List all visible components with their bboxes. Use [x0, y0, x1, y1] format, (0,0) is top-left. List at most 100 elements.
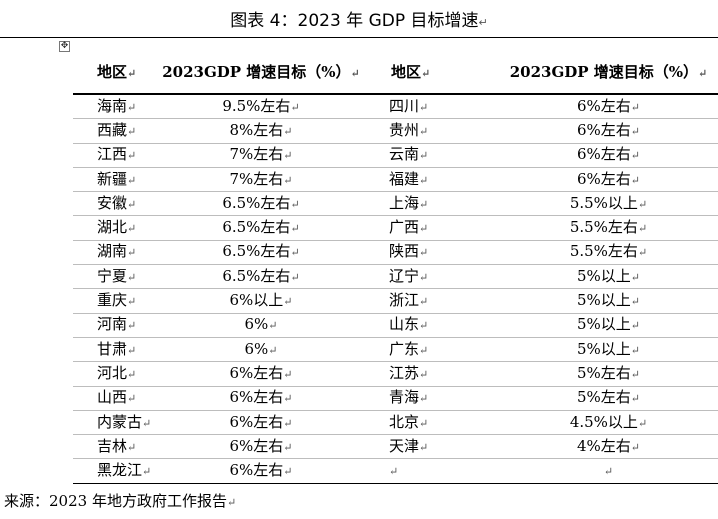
- region-right-cell: 辽宁↵: [381, 264, 499, 290]
- region-left-cell-text: 内蒙古: [97, 412, 143, 431]
- paragraph-mark: ↵: [142, 465, 152, 479]
- target-right-cell-text: 5%以上: [576, 266, 631, 285]
- paragraph-mark: ↵: [419, 124, 429, 138]
- region-right-cell-text: 陕西: [389, 242, 420, 261]
- paragraph-mark: ↵: [630, 319, 640, 333]
- table-row: 吉林↵ 6%左右↵ 天津↵ 4%左右↵: [73, 434, 718, 460]
- target-left-cell-text: 6%左右: [229, 436, 284, 455]
- region-left-cell: 海南↵: [73, 94, 141, 120]
- paragraph-mark: ↵: [637, 416, 648, 430]
- target-left-cell: 6%左右↵: [141, 458, 381, 484]
- paragraph-mark: ↵: [290, 197, 300, 211]
- region-right-cell: 青海↵: [381, 386, 499, 411]
- region-left-cell-text: 山西: [97, 388, 128, 407]
- region-right-cell-text: 辽宁: [389, 266, 420, 285]
- target-left-cell-text: 6%: [244, 315, 269, 334]
- region-left-cell-text: 新疆: [97, 169, 128, 188]
- region-left-cell: 江西↵: [73, 143, 141, 168]
- paragraph-mark: ↵: [283, 173, 293, 187]
- target-right-cell: 6%左右↵: [499, 167, 718, 193]
- region-left-cell-text: 甘肃: [97, 339, 128, 358]
- paragraph-mark: ↵: [127, 197, 137, 211]
- target-right-cell-text: 6%左右: [576, 120, 631, 139]
- paragraph-mark: ↵: [637, 197, 648, 211]
- target-left-cell-text: 6.5%左右: [222, 242, 291, 261]
- target-right-cell: 6%左右↵: [499, 118, 718, 144]
- region-left-cell-text: 安徽: [97, 193, 128, 212]
- paragraph-mark: ↵: [268, 319, 278, 333]
- source-note: 来源：2023 年地方政府工作报告↵: [4, 492, 237, 510]
- target-left-cell: 6.5%左右↵: [141, 191, 381, 217]
- gdp-target-table: 地区↵ 2023GDP 增速目标（%）↵ 地区↵ 2023GDP 增速目标（%）…: [73, 53, 718, 484]
- region-right-cell-text: 云南: [389, 145, 420, 164]
- region-right-cell: 江苏↵: [381, 361, 499, 387]
- paragraph-mark: ↵: [268, 343, 278, 357]
- paragraph-mark: ↵: [630, 100, 640, 114]
- region-right-cell: 广东↵: [381, 337, 499, 363]
- paragraph-mark: ↵: [419, 319, 429, 333]
- region-right-cell: 贵州↵: [381, 118, 499, 144]
- region-right-cell-text: 山东: [389, 315, 420, 334]
- region-right-cell-text: 青海: [389, 388, 420, 407]
- paragraph-mark: ↵: [127, 222, 137, 236]
- header-target-left: 2023GDP 增速目标（%）↵: [141, 53, 381, 95]
- target-left-cell: 7%左右↵: [141, 167, 381, 193]
- target-right-cell-text: 6%左右: [576, 169, 631, 188]
- region-right-cell-text: 福建: [389, 169, 420, 188]
- paragraph-mark: ↵: [419, 440, 429, 454]
- table-row: 内蒙古↵ 6%左右↵ 北京↵ 4.5%以上↵: [73, 410, 718, 436]
- region-right-cell: 四川↵: [381, 94, 499, 120]
- region-left-cell: 重庆↵: [73, 288, 141, 314]
- target-right-cell: 5%以上↵: [499, 337, 718, 363]
- paragraph-mark: ↵: [419, 270, 429, 284]
- target-right-cell: 5.5%左右↵: [499, 240, 718, 266]
- target-right-cell-text: 6%左右: [576, 96, 631, 115]
- paragraph-mark: ↵: [478, 16, 488, 29]
- header-target-right: 2023GDP 增速目标（%）↵: [499, 53, 718, 95]
- region-left-cell: 黑龙江↵: [73, 458, 151, 484]
- paragraph-mark: ↵: [290, 222, 300, 236]
- target-left-cell-text: 6.5%左右: [222, 193, 291, 212]
- region-right-cell-text: 广东: [389, 339, 420, 358]
- region-right-cell-text: 四川: [389, 96, 420, 115]
- region-right-cell: 云南↵: [381, 143, 499, 168]
- header-region-right: 地区↵: [381, 53, 499, 95]
- table-caption: 图表 4：2023 年 GDP 目标增速↵: [0, 6, 718, 31]
- region-right-cell-text: 贵州: [389, 120, 420, 139]
- paragraph-mark: ↵: [419, 343, 429, 357]
- paragraph-mark: ↵: [127, 392, 137, 406]
- target-left-cell-text: 6.5%左右: [222, 266, 291, 285]
- region-left-cell: 湖南↵: [73, 240, 141, 266]
- table-row: 海南↵ 9.5%左右↵ 四川↵ 6%左右↵: [73, 94, 718, 120]
- target-left-cell-text: 6%左右: [229, 388, 284, 407]
- target-left-cell-text: 9.5%左右: [222, 96, 291, 115]
- target-right-cell-text: 5%左右: [576, 363, 631, 382]
- paragraph-mark: ↵: [419, 246, 429, 260]
- region-left-cell: 安徽↵: [73, 191, 141, 217]
- table-row: 宁夏↵ 6.5%左右↵ 辽宁↵ 5%以上↵: [73, 264, 718, 290]
- target-right-cell: 5.5%左右↵: [499, 215, 718, 241]
- target-right-cell-text: 6%左右: [576, 145, 631, 164]
- target-left-cell: 9.5%左右↵: [141, 94, 381, 120]
- region-right-cell-text: 北京: [389, 412, 420, 431]
- target-left-cell-text: 6.5%左右: [222, 218, 291, 237]
- table-row: 重庆↵ 6%以上↵ 浙江↵ 5%以上↵: [73, 288, 718, 314]
- target-right-cell: 6%左右↵: [499, 143, 718, 168]
- paragraph-mark: ↵: [127, 440, 137, 454]
- region-right-cell: 陕西↵: [381, 240, 499, 266]
- target-right-cell-text: 5%以上: [576, 291, 631, 310]
- table-row: 安徽↵ 6.5%左右↵ 上海↵ 5.5%以上↵: [73, 191, 718, 217]
- paragraph-mark: ↵: [419, 392, 429, 406]
- target-left-cell-text: 7%左右: [229, 169, 284, 188]
- target-left-cell: 6.5%左右↵: [141, 264, 381, 290]
- region-left-cell: 内蒙古↵: [73, 410, 151, 436]
- paragraph-mark: ↵: [127, 367, 137, 381]
- target-right-cell: 4%左右↵: [499, 434, 718, 460]
- paragraph-mark: ↵: [389, 465, 399, 479]
- target-left-cell-text: 6%: [244, 339, 269, 358]
- region-left-cell-text: 海南: [97, 96, 128, 115]
- region-right-cell: 天津↵: [381, 434, 499, 460]
- region-right-cell-text: 江苏: [389, 363, 420, 382]
- move-handle-icon[interactable]: ✥: [59, 41, 70, 52]
- paragraph-mark: ↵: [127, 343, 137, 357]
